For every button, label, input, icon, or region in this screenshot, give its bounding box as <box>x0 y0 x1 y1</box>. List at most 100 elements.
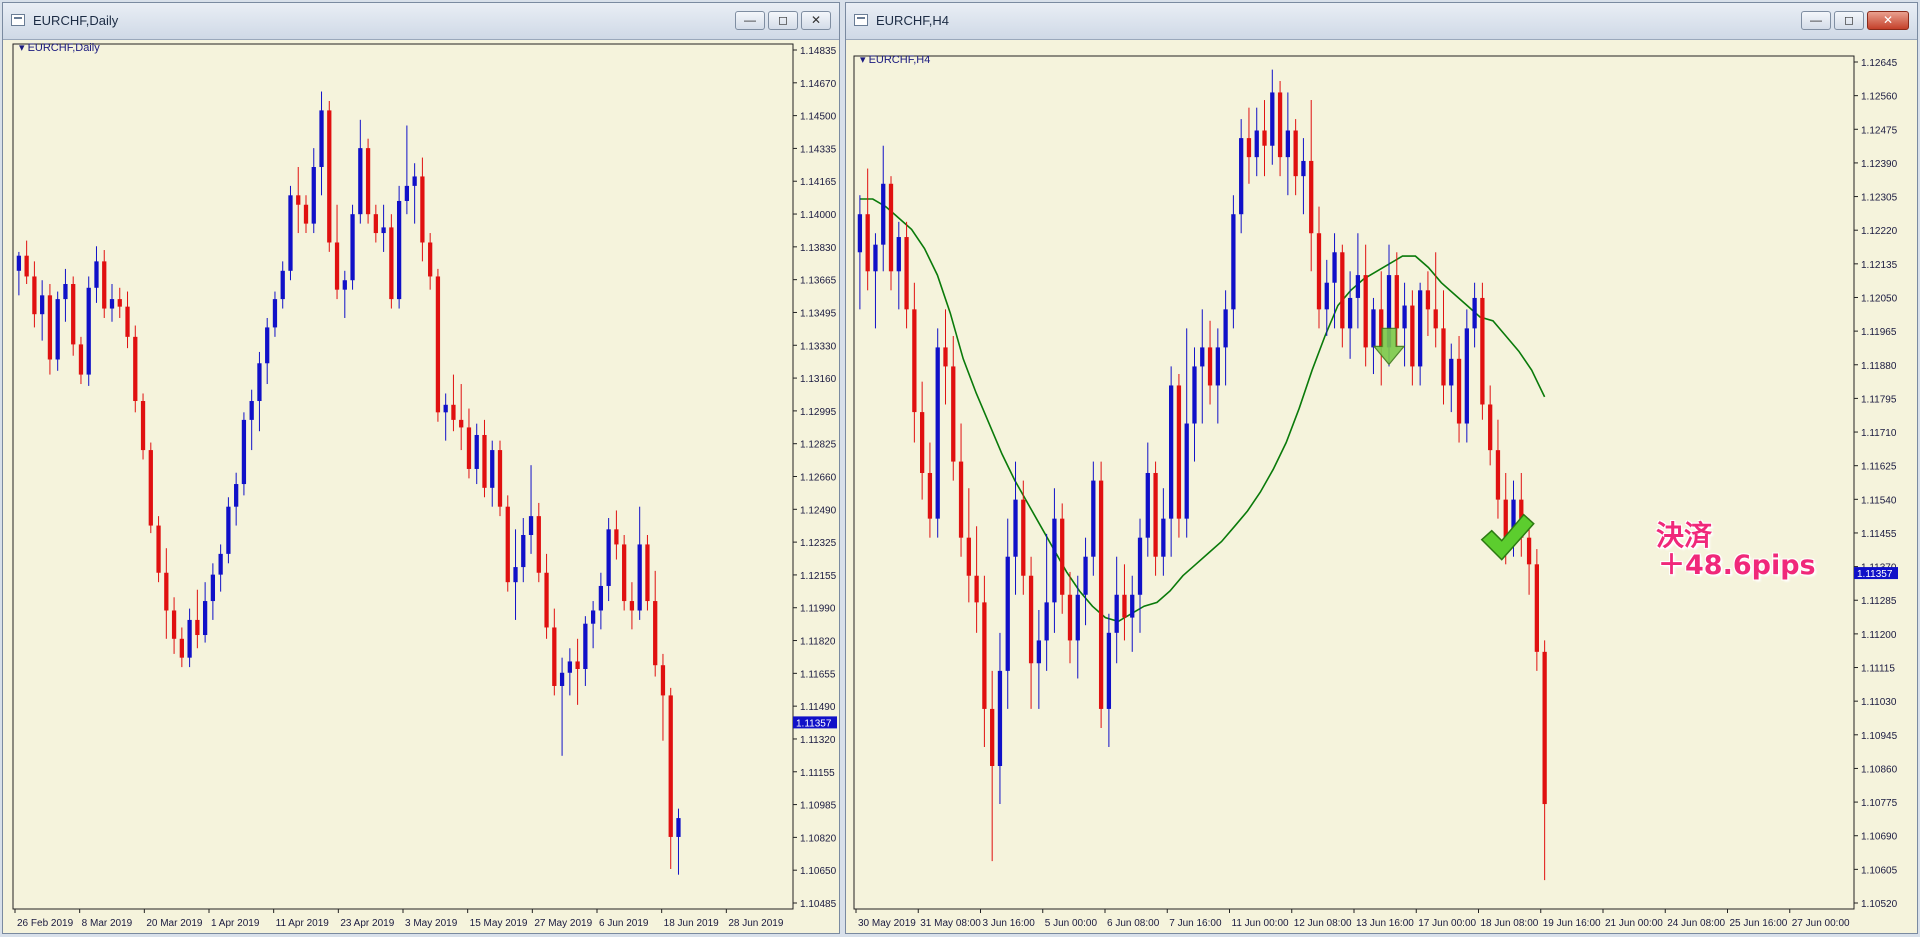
candle <box>637 506 642 620</box>
candle-body <box>1192 366 1197 424</box>
candle-body <box>327 110 332 243</box>
candle <box>505 495 510 592</box>
checkmark-icon <box>1480 513 1535 561</box>
x-tick-label: 3 May 2019 <box>405 918 458 929</box>
title-bar[interactable]: EURCHF,Daily — ◻ ✕ <box>3 3 839 40</box>
y-tick-label: 1.10820 <box>800 833 837 844</box>
candle <box>1293 119 1298 196</box>
candle-body <box>86 287 91 375</box>
minimize-button[interactable]: — <box>735 11 765 30</box>
candle-body <box>187 619 192 658</box>
candle-body <box>660 665 666 696</box>
minimize-button[interactable]: — <box>1801 11 1831 30</box>
candle-body <box>272 299 278 328</box>
x-tick-label: 6 Jun 08:00 <box>1107 918 1160 929</box>
x-tick-label: 19 Jun 16:00 <box>1543 918 1601 929</box>
candle-body <box>865 214 870 272</box>
x-tick-label: 3 Jun 16:00 <box>983 918 1036 929</box>
candle <box>420 157 425 262</box>
close-button[interactable]: ✕ <box>801 11 831 30</box>
candle <box>1067 571 1073 664</box>
chart-window-daily[interactable]: EURCHF,Daily — ◻ ✕ ▾ EURCHF,Daily 1.14835… <box>2 2 840 934</box>
maximize-button[interactable]: ◻ <box>768 11 798 30</box>
candle-body <box>645 544 650 602</box>
candle-body <box>381 227 386 234</box>
candle-body <box>1355 275 1361 298</box>
candle <box>1371 297 1376 375</box>
candle-body <box>536 516 541 573</box>
y-tick-label: 1.13495 <box>800 308 837 319</box>
candle <box>881 145 886 272</box>
candle-body <box>920 412 925 473</box>
candle-body <box>629 601 635 611</box>
candle <box>16 251 22 296</box>
candle-body <box>951 366 956 462</box>
y-tick-label: 1.12305 <box>1861 193 1898 204</box>
candle <box>164 548 169 639</box>
y-tick-label: 1.14335 <box>800 144 837 155</box>
candle <box>396 185 402 309</box>
candle-body <box>1262 130 1267 146</box>
candle <box>997 632 1003 805</box>
candle <box>982 575 987 747</box>
candle-body <box>1215 347 1220 386</box>
candle-body <box>1052 518 1057 603</box>
y-tick-label: 1.11030 <box>1861 697 1897 708</box>
candle <box>1379 271 1384 386</box>
candle <box>544 553 549 639</box>
y-tick-label: 1.10985 <box>800 801 837 812</box>
candle <box>1347 271 1353 359</box>
x-tick-label: 5 Jun 00:00 <box>1045 918 1098 929</box>
candle <box>1052 488 1057 633</box>
candle <box>334 204 340 300</box>
candle-body <box>1371 309 1376 348</box>
candle-body <box>32 276 37 315</box>
candle-body <box>396 200 402 300</box>
candle-body <box>1277 92 1283 158</box>
candle-body <box>218 553 223 575</box>
candle-body <box>614 529 619 545</box>
candle-body <box>428 242 433 277</box>
title-bar[interactable]: EURCHF,H4 — ◻ ✕ <box>846 3 1917 40</box>
candle <box>896 221 901 310</box>
candle <box>1495 419 1501 519</box>
y-tick-label: 1.12660 <box>800 473 837 484</box>
y-tick-label: 1.10605 <box>1861 865 1898 876</box>
close-button[interactable]: ✕ <box>1867 11 1909 30</box>
candle-body <box>202 601 208 636</box>
plot-frame <box>853 55 1855 910</box>
candle-body <box>1013 499 1018 557</box>
candle-body <box>1075 594 1080 641</box>
candle <box>974 526 979 633</box>
candle-body <box>1083 556 1088 595</box>
x-tick-label: 18 Jun 2019 <box>664 918 719 929</box>
chart-window-h4[interactable]: EURCHF,H4 — ◻ ✕ ▾ EURCHF,H4 1.12645 1.1256… <box>845 2 1918 934</box>
candle-body <box>125 306 130 337</box>
candle-body <box>1285 130 1290 158</box>
candle-body <box>451 404 456 420</box>
plot-frame <box>12 43 794 910</box>
daily-candlestick-chart[interactable]: ▾ EURCHF,Daily 1.14835 1.14670 1.14500 1.143… <box>3 40 839 933</box>
candle <box>966 488 971 603</box>
maximize-button[interactable]: ◻ <box>1834 11 1864 30</box>
y-tick-label: 1.12475 <box>1861 125 1898 136</box>
candle-body <box>1169 385 1174 519</box>
candle <box>606 518 611 602</box>
x-tick-label: 13 Jun 16:00 <box>1356 918 1414 929</box>
candle-body <box>164 572 169 611</box>
candle <box>1161 488 1166 576</box>
h4-candlestick-chart[interactable]: ▾ EURCHF,H4 1.12645 1.12560 1.12475 1.12390 1… <box>846 40 1917 933</box>
annotation-profit-label: ＋48.6pips <box>1658 550 1816 581</box>
candle <box>1028 556 1034 709</box>
y-tick-label: 1.12560 <box>1861 92 1898 103</box>
candle <box>187 608 192 668</box>
candle <box>521 518 526 583</box>
candle-body <box>1464 328 1469 424</box>
candle-body <box>1472 297 1477 329</box>
y-tick-label: 1.14500 <box>800 112 837 123</box>
x-tick-label: 6 Jun 2019 <box>599 918 649 929</box>
candle-body <box>365 148 371 215</box>
candle-body <box>311 167 316 224</box>
candle <box>920 381 925 500</box>
candle <box>327 100 332 252</box>
